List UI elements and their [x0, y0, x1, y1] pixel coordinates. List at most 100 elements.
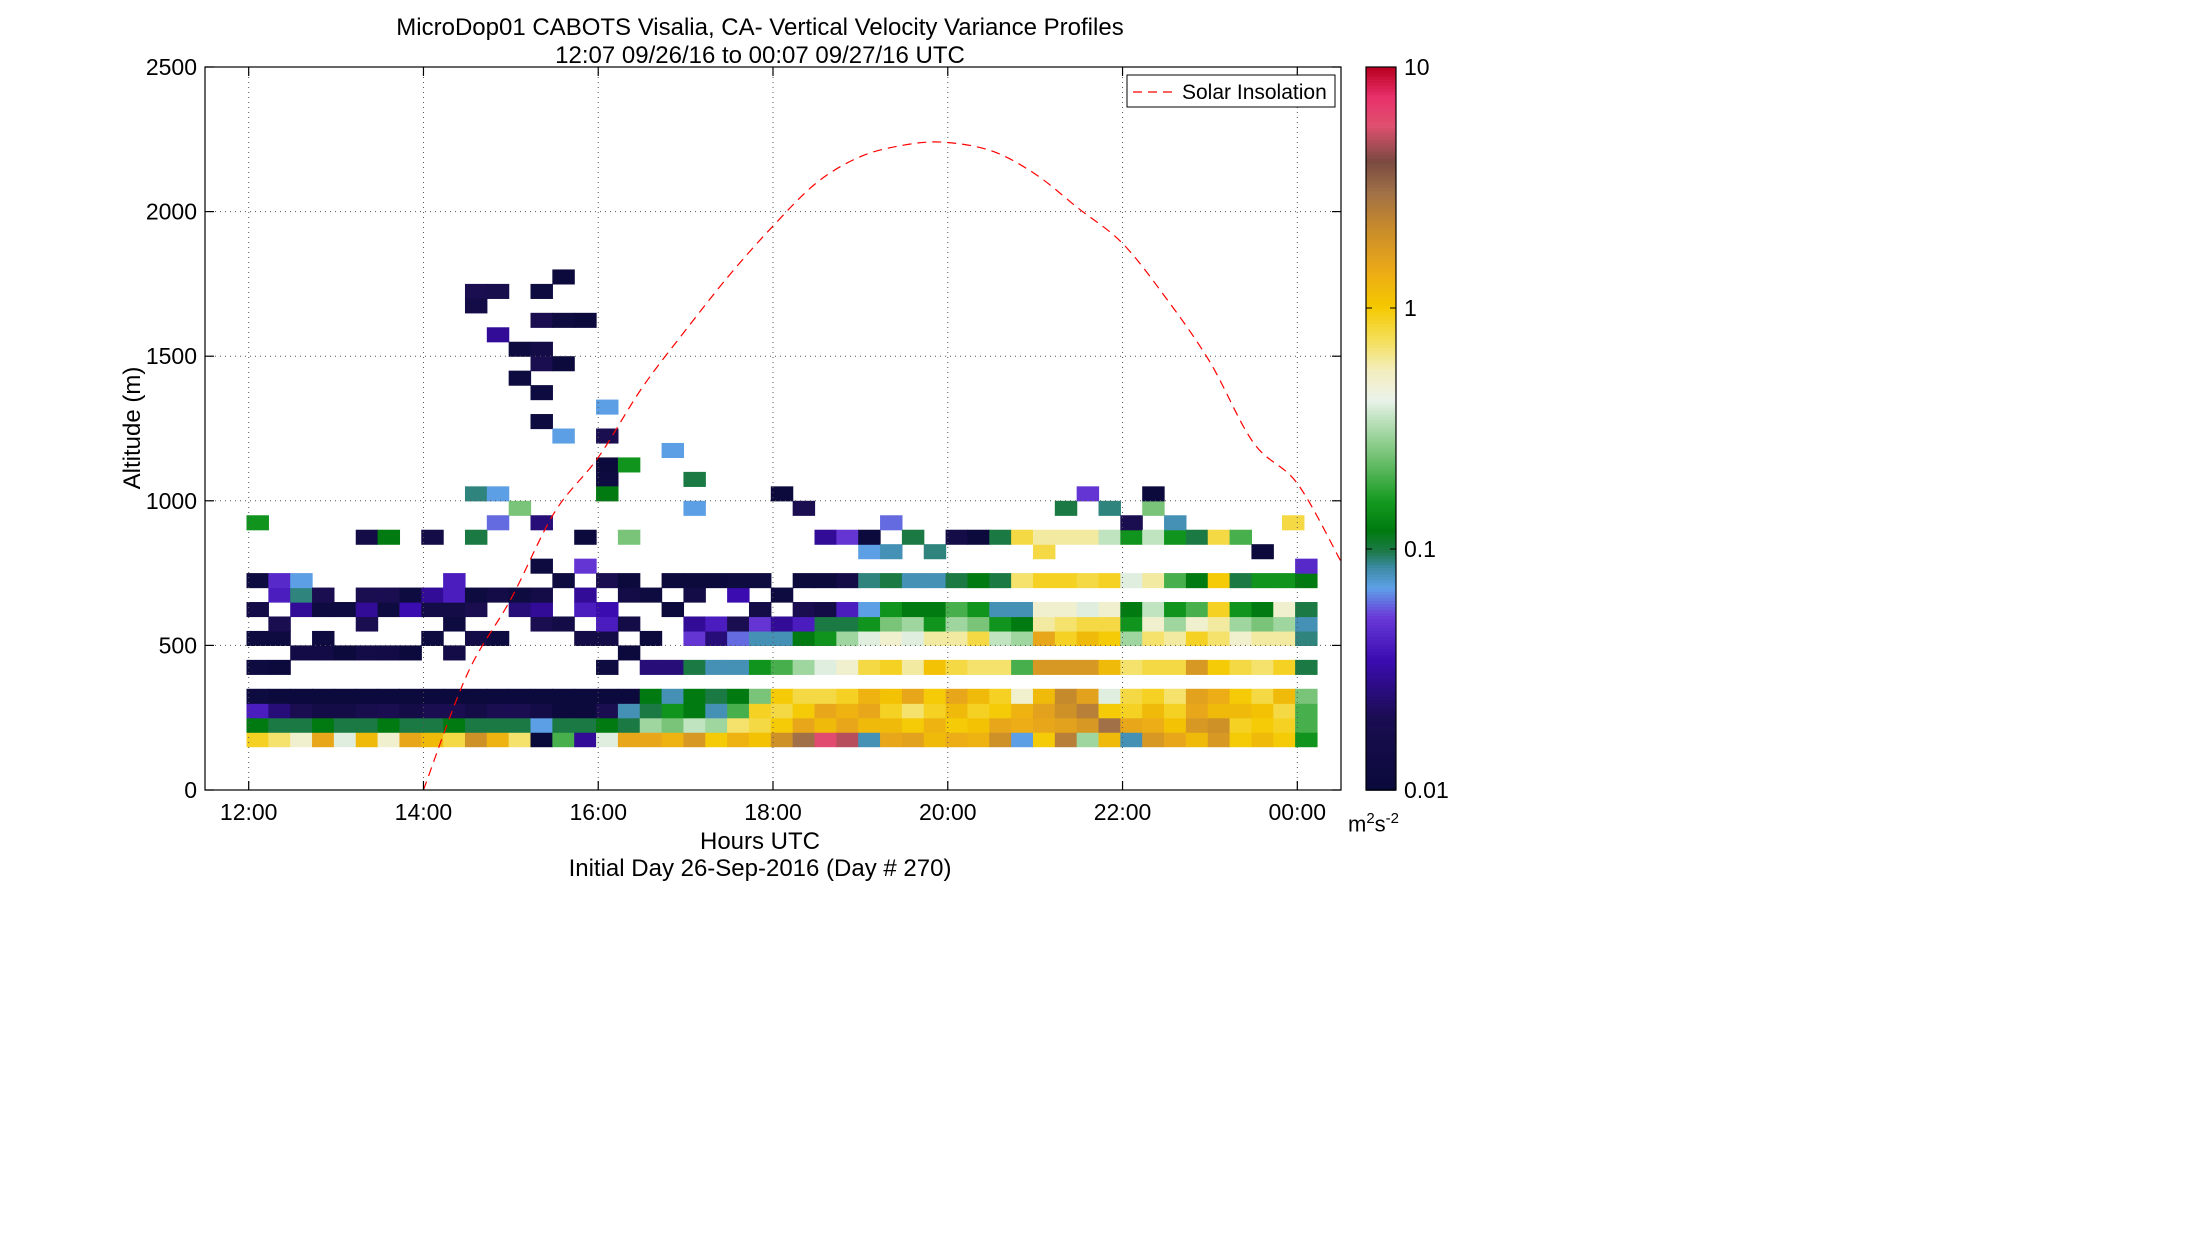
heatmap-cell: [814, 602, 837, 618]
legend-label-solar: Solar Insolation: [1182, 81, 1327, 104]
heatmap-cell: [1032, 616, 1056, 632]
colorbar-segment: [1366, 398, 1396, 403]
colorbar-segment: [1366, 238, 1396, 243]
heatmap-cell: [770, 616, 794, 632]
colorbar-segment: [1366, 73, 1396, 77]
colorbar-segment: [1366, 106, 1396, 110]
heatmap-cell: [945, 732, 969, 748]
colorbar-segment: [1366, 353, 1396, 357]
colorbar-segment: [1366, 371, 1396, 376]
heatmap-cell: [967, 703, 990, 719]
heatmap-cell: [508, 703, 532, 719]
colorbar-segment: [1366, 609, 1396, 614]
heatmap-cell: [377, 529, 401, 545]
colorbar-segment: [1366, 88, 1396, 92]
heatmap-cell: [836, 529, 859, 545]
heatmap-cell: [858, 659, 881, 675]
heatmap-cell: [421, 602, 444, 618]
heatmap-cell: [727, 659, 750, 675]
colorbar-tick-label: 10: [1404, 54, 1430, 80]
heatmap-cell: [967, 616, 990, 632]
heatmap-cell: [748, 630, 772, 646]
heatmap-cell: [967, 573, 990, 589]
heatmap-cell: [574, 732, 597, 748]
colorbar-segment: [1366, 356, 1396, 361]
colorbar-segment: [1366, 756, 1396, 761]
heatmap-cell: [683, 703, 706, 719]
heatmap-cell: [727, 717, 750, 733]
heatmap-cell: [1185, 717, 1209, 733]
heatmap-cell: [989, 602, 1012, 618]
colorbar-segment: [1366, 404, 1396, 409]
colorbar-segment: [1366, 470, 1396, 475]
heatmap-cell: [333, 703, 357, 719]
colorbar-segment: [1366, 642, 1396, 647]
heatmap-cell: [880, 573, 903, 589]
colorbar-segment: [1366, 588, 1396, 592]
heatmap-cell: [464, 732, 488, 748]
colorbar-segment: [1366, 660, 1396, 665]
heatmap-cell: [574, 703, 597, 719]
heatmap-cell: [792, 659, 816, 675]
colorbar-segment: [1366, 139, 1396, 144]
heatmap-cell: [508, 370, 532, 386]
heatmap-cell: [880, 717, 903, 733]
heatmap-cell: [705, 717, 728, 733]
y-tick-label: 0: [184, 777, 197, 803]
heatmap-cell: [312, 587, 335, 603]
heatmap-cell: [1032, 717, 1056, 733]
colorbar-segment: [1366, 479, 1396, 484]
heatmap-cell: [377, 703, 401, 719]
heatmap-cell: [1295, 630, 1318, 646]
colorbar-segment: [1366, 666, 1396, 671]
colorbar-segment: [1366, 624, 1396, 629]
x-axis-label: Hours UTC: [699, 828, 820, 855]
colorbar-segment: [1366, 759, 1396, 764]
heatmap-cell: [880, 659, 903, 675]
heatmap-cell: [486, 717, 510, 733]
colorbar-segment: [1366, 163, 1396, 168]
heatmap-cell: [443, 587, 466, 603]
colorbar-segment: [1366, 274, 1396, 279]
heatmap-cell: [377, 602, 401, 618]
heatmap-cell: [727, 616, 750, 632]
heatmap-cell: [355, 732, 379, 748]
heatmap-cell: [858, 529, 881, 545]
colorbar-segment: [1366, 308, 1396, 312]
colorbar-segment: [1366, 124, 1396, 129]
heatmap-cell: [1142, 630, 1165, 646]
heatmap-cell: [1251, 732, 1274, 748]
colorbar-segment: [1366, 103, 1396, 107]
heatmap-cell: [268, 659, 291, 675]
heatmap-cell: [1120, 717, 1143, 733]
heatmap-cell: [1251, 602, 1274, 618]
heatmap-cell: [1011, 717, 1034, 733]
heatmap-cell: [268, 732, 291, 748]
heatmap-cell: [923, 659, 947, 675]
heatmap-cell: [1251, 703, 1274, 719]
heatmap-cell: [1098, 630, 1121, 646]
heatmap-cell: [1098, 688, 1121, 704]
heatmap-cell: [421, 529, 444, 545]
colorbar-segment: [1366, 341, 1396, 345]
heatmap-cell: [814, 732, 837, 748]
heatmap-cell: [727, 703, 750, 719]
heatmap-cell: [901, 703, 925, 719]
colorbar-segment: [1366, 621, 1396, 626]
heatmap-cell: [552, 269, 575, 285]
heatmap-cell: [530, 616, 553, 632]
heatmap-cell: [486, 327, 510, 343]
heatmap-cell: [639, 630, 663, 646]
colorbar-segment: [1366, 112, 1396, 116]
heatmap-cell: [901, 717, 925, 733]
colorbar-segment: [1366, 732, 1396, 737]
heatmap-cell: [596, 717, 619, 733]
heatmap-cell: [290, 602, 313, 618]
colorbar-segment: [1366, 485, 1396, 490]
heatmap-cell: [246, 573, 269, 589]
heatmap-cell: [923, 544, 947, 560]
heatmap-cell: [770, 717, 794, 733]
x-tick-label: 14:00: [395, 799, 453, 825]
heatmap-cell: [508, 688, 532, 704]
heatmap-cell: [574, 587, 597, 603]
